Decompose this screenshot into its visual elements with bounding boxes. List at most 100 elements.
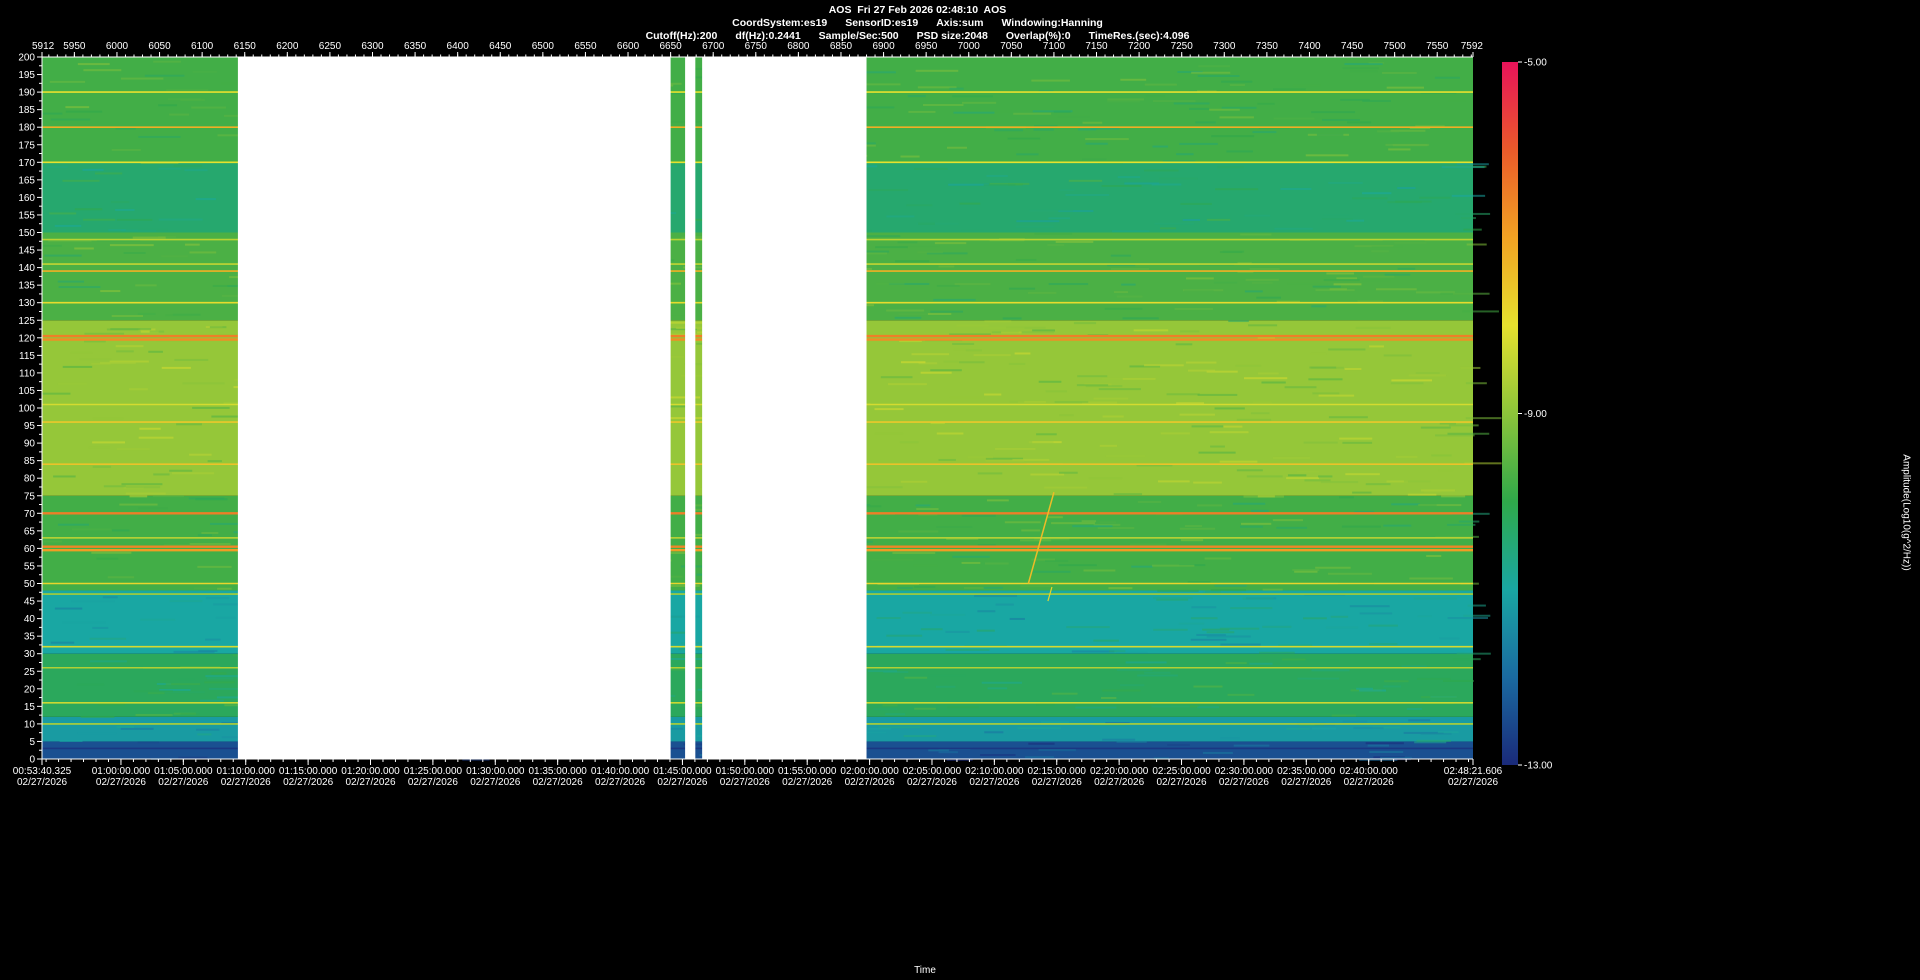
top-tick-label: 6000	[106, 41, 129, 52]
bottom-tick-date: 02/27/2026	[283, 777, 333, 788]
bottom-tick-date: 02/27/2026	[657, 777, 707, 788]
header-param-5: TimeRes.(sec):4.096	[1088, 30, 1190, 42]
colorbar: -5.00 -9.00 -13.00	[1502, 58, 1553, 772]
y-tick-label: 135	[18, 281, 35, 292]
header-title: AOS Fri 27 Feb 2026 02:48:10 AOS	[828, 4, 1007, 16]
bottom-tick-time: 01:20:00.000	[341, 766, 400, 777]
top-tick-label: 7300	[1213, 41, 1236, 52]
colorbar-tick-label: -13.00	[1524, 761, 1553, 772]
top-tick-label: 6200	[276, 41, 299, 52]
y-tick-label: 45	[24, 597, 36, 608]
bottom-tick-time: 01:15:00.000	[279, 766, 338, 777]
top-tick-label: 6500	[532, 41, 555, 52]
bottom-tick-time: 01:35:00.000	[528, 766, 587, 777]
header-param-4: Overlap(%):0	[1005, 30, 1071, 42]
y-tick-label: 160	[18, 193, 35, 204]
y-tick-label: 35	[24, 632, 36, 643]
y-tick-label: 170	[18, 158, 35, 169]
bottom-tick-date: 02/27/2026	[1344, 777, 1394, 788]
top-tick-label: 6900	[872, 41, 895, 52]
y-tick-label: 5	[29, 737, 35, 748]
bottom-tick-time: 01:00:00.000	[92, 766, 151, 777]
y-tick-label: 15	[24, 702, 36, 713]
y-tick-label: 30	[24, 649, 36, 660]
bottom-tick-date: 02/27/2026	[158, 777, 208, 788]
y-tick-label: 20	[24, 684, 36, 695]
y-tick-label: 130	[18, 298, 35, 309]
top-tick-label: 6300	[361, 41, 384, 52]
colorbar-label: Amplitude(Log10(g^2/Hz))	[1900, 454, 1912, 571]
y-tick-label: 175	[18, 140, 35, 151]
y-tick-label: 150	[18, 228, 35, 239]
header-param-2: Sample/Sec:500	[818, 30, 899, 42]
data-gap	[685, 57, 696, 759]
bottom-tick-time: 01:25:00.000	[404, 766, 463, 777]
bottom-tick-time: 00:53:40.325	[13, 766, 72, 777]
bottom-tick-date: 02/27/2026	[470, 777, 520, 788]
y-tick-label: 60	[24, 544, 36, 555]
bottom-tick-date: 02/27/2026	[1032, 777, 1082, 788]
y-tick-label: 0	[29, 755, 35, 766]
header-item-2: Axis:sum	[936, 17, 984, 29]
sweep-event-echo	[1047, 586, 1053, 602]
bottom-tick-time: 02:35:00.000	[1277, 766, 1336, 777]
y-tick-label: 185	[18, 105, 35, 116]
top-tick-label: 7450	[1341, 41, 1364, 52]
bottom-tick-time: 02:10:00.000	[965, 766, 1024, 777]
header-param-0: Cutoff(Hz):200	[645, 30, 718, 42]
top-tick-label: 7100	[1043, 41, 1066, 52]
x-axis-label: Time	[914, 965, 936, 976]
header-item-1: SensorID:es19	[845, 17, 919, 29]
top-tick-label: 6250	[319, 41, 342, 52]
y-tick-label: 120	[18, 333, 35, 344]
y-tick-label: 70	[24, 509, 36, 520]
y-tick-label: 180	[18, 123, 35, 134]
axes: 0 5 10 15 20 25 30 35 40 45 50 55 60 65 70 75 80 85 90 95 10…	[13, 41, 1503, 788]
bottom-tick-time: 02:40:00.000	[1339, 766, 1398, 777]
y-tick-label: 165	[18, 175, 35, 186]
bottom-tick-time: 02:30:00.000	[1215, 766, 1274, 777]
colorbar-tick-label: -9.00	[1524, 409, 1547, 420]
y-tick-label: 10	[24, 719, 36, 730]
y-tick-label: 190	[18, 88, 35, 99]
data-gap	[702, 57, 867, 759]
y-tick-label: 155	[18, 210, 35, 221]
top-tick-label: 6800	[787, 41, 810, 52]
bottom-tick-date: 02/27/2026	[845, 777, 895, 788]
bottom-tick-time: 02:15:00.000	[1028, 766, 1087, 777]
bottom-tick-time: 02:00:00.000	[840, 766, 899, 777]
bottom-tick-time: 01:10:00.000	[217, 766, 276, 777]
top-tick-label: 6100	[191, 41, 214, 52]
y-tick-label: 145	[18, 246, 35, 257]
data-gap	[237, 57, 671, 759]
spectrogram-plot[interactable]	[42, 57, 1502, 761]
bottom-tick-date: 02/27/2026	[96, 777, 146, 788]
bottom-tick-date: 02/27/2026	[533, 777, 583, 788]
bottom-tick-date: 02/27/2026	[969, 777, 1019, 788]
header-line-3: Cutoff(Hz):200 df(Hz):0.2441 Sample/Sec:50…	[0, 30, 1835, 43]
top-tick-label: 7350	[1256, 41, 1279, 52]
bottom-tick-time: 01:50:00.000	[716, 766, 775, 777]
colorbar-gradient	[1502, 62, 1518, 765]
bottom-tick-time: 01:55:00.000	[778, 766, 837, 777]
bottom-tick-date: 02/27/2026	[1448, 777, 1498, 788]
bottom-tick-time: 02:48:21.606	[1444, 766, 1503, 777]
bottom-tick-date: 02/27/2026	[720, 777, 770, 788]
top-tick-label: 7592	[1461, 41, 1484, 52]
top-tick-label: 7150	[1085, 41, 1108, 52]
bottom-tick-date: 02/27/2026	[1281, 777, 1331, 788]
bottom-tick-time: 01:30:00.000	[466, 766, 525, 777]
top-tick-label: 6750	[745, 41, 768, 52]
top-tick-label: 6700	[702, 41, 725, 52]
top-tick-label: 6050	[148, 41, 171, 52]
top-tick-label: 6400	[447, 41, 470, 52]
bottom-tick-date: 02/27/2026	[345, 777, 395, 788]
top-tick-label: 7250	[1171, 41, 1194, 52]
top-tick-label: 7050	[1000, 41, 1023, 52]
bottom-tick-time: 02:25:00.000	[1152, 766, 1211, 777]
top-tick-label: 6350	[404, 41, 427, 52]
bottom-tick-date: 02/27/2026	[1156, 777, 1206, 788]
y-tick-label: 85	[24, 456, 36, 467]
header-item-3: Windowing:Hanning	[1001, 17, 1103, 29]
